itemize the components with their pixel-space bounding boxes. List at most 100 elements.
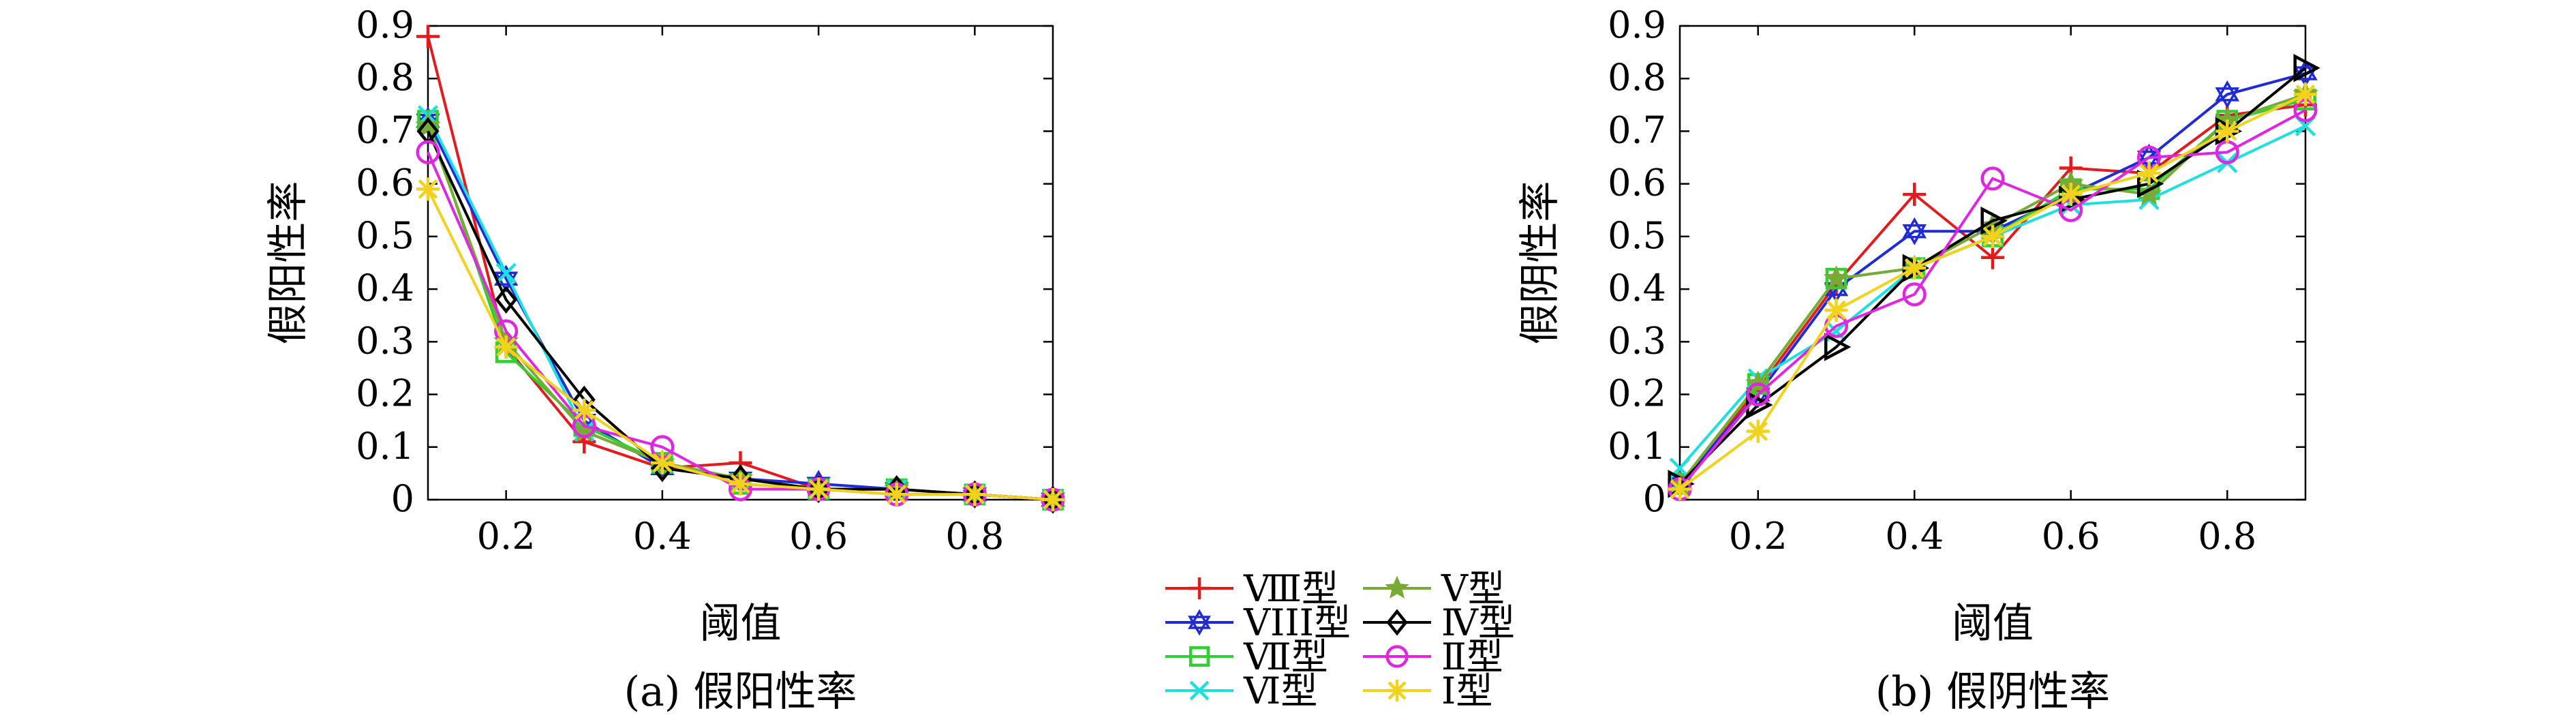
legend-label: Ⅷ型 [1243, 567, 1338, 610]
data-point [1041, 488, 1064, 511]
legend-marker [1386, 680, 1408, 701]
x-axis-label: 阈值 [1952, 600, 2034, 648]
series-line [427, 125, 1054, 501]
data-point [416, 25, 440, 48]
legend-marker [1189, 646, 1210, 667]
y-tick-label: 0.5 [1608, 214, 1666, 257]
legend-label: Ⅶ型 [1243, 635, 1328, 678]
data-point [1824, 299, 1848, 322]
legend-marker [1386, 609, 1408, 636]
y-tick-label: 0.2 [356, 372, 414, 415]
data-point [416, 177, 440, 201]
data-point [963, 483, 987, 506]
y-tick-label: 0.6 [1608, 162, 1666, 205]
x-tick-label: 0.6 [2042, 515, 2100, 558]
y-tick-label: 0.6 [356, 162, 414, 205]
y-tick-label: 0.1 [356, 425, 414, 468]
series-line [1678, 103, 2306, 485]
panel-caption: (b) 假阴性率 [1875, 668, 2110, 716]
data-point [885, 483, 908, 506]
x-tick-label: 0.6 [789, 515, 848, 558]
series-line [1678, 108, 2306, 490]
data-point [1824, 333, 1852, 361]
y-tick-label: 0.8 [1608, 56, 1666, 99]
data-point [2136, 181, 2162, 206]
series-line [1678, 98, 2306, 485]
data-point [1746, 419, 1770, 443]
y-tick-label: 0.3 [1608, 319, 1666, 362]
y-axis-label: 假阴性率 [1516, 181, 1564, 345]
x-axis-label: 阈值 [700, 600, 782, 648]
plot-frame [1678, 25, 2307, 501]
y-tick-label: 0.9 [356, 3, 414, 46]
x-tick-label: 0.4 [633, 515, 692, 558]
x-tick-label: 0.2 [477, 515, 536, 558]
legend-label: Ⅳ型 [1441, 601, 1515, 644]
panel-b-false-negative: 0 0.1 0.2 0.3 0.4 0.5 0.6 0.7 0.8 0.9 0.2 0.4 0.6 0.8… [1516, 3, 2320, 716]
data-point [2215, 80, 2240, 108]
data-point [807, 477, 831, 501]
y-tick-label: 0.5 [356, 214, 414, 257]
data-point [1902, 217, 1927, 245]
y-tick-label: 0 [391, 477, 414, 520]
series-line [427, 35, 1054, 501]
legend-label: Ⅴ型 [1441, 567, 1505, 610]
series-line [427, 120, 1054, 501]
data-point [650, 451, 674, 474]
y-tick-label: 0.4 [1608, 267, 1666, 309]
series-line [427, 115, 1054, 501]
data-point [1981, 245, 2004, 269]
x-tick-label: 0.4 [1885, 515, 1944, 558]
data-point [416, 140, 440, 164]
series-line [427, 120, 1054, 501]
legend-marker [1188, 609, 1211, 636]
legend-label: Ⅵ型 [1243, 669, 1317, 712]
legend-marker [1385, 645, 1409, 668]
data-point [495, 285, 518, 314]
y-axis-label: 假阳性率 [264, 181, 312, 345]
y-tick-label: 0.8 [356, 56, 414, 99]
y-tick-label: 0.1 [1608, 425, 1666, 468]
x-tick-label: 0.8 [945, 515, 1004, 558]
data-point [572, 398, 596, 422]
data-point [1823, 265, 1850, 290]
data-point [1746, 382, 1770, 407]
legend-label: Ⅱ型 [1441, 635, 1503, 678]
series-line [427, 130, 1054, 501]
y-tick-label: 0.7 [1608, 108, 1666, 151]
data-point [495, 262, 517, 284]
data-point [494, 335, 518, 359]
series-line [1678, 67, 2307, 485]
legend-marker [1189, 680, 1210, 701]
y-tick-label: 0 [1643, 477, 1666, 520]
data-point [1746, 391, 1773, 419]
y-tick-label: 0.9 [1608, 3, 1666, 46]
data-point [1903, 183, 1927, 207]
y-tick-label: 0.7 [356, 108, 414, 151]
legend-label: VIII型 [1243, 601, 1351, 644]
data-point [2294, 82, 2317, 106]
data-point [2059, 183, 2083, 207]
data-point [2293, 54, 2320, 82]
data-point [1668, 477, 1691, 501]
data-point [1902, 282, 1927, 307]
x-tick-label: 0.2 [1729, 515, 1788, 558]
y-tick-label: 0.3 [356, 319, 414, 362]
plot-frame [427, 25, 1054, 501]
y-tick-label: 0.2 [1608, 372, 1666, 415]
data-point [2137, 162, 2161, 185]
data-point [1903, 256, 1927, 280]
data-point [2215, 119, 2239, 143]
legend-marker [1189, 577, 1210, 599]
panel-a-false-positive: 0 0.1 0.2 0.3 0.4 0.5 0.6 0.7 0.8 0.9 0.2 0.4 0.6 0.8… [264, 3, 1066, 716]
panel-caption: (a) 假阳性率 [624, 668, 857, 716]
legend-label: Ⅰ型 [1441, 669, 1492, 712]
legend-marker [1385, 575, 1409, 599]
data-point [1980, 166, 2005, 191]
x-tick-label: 0.8 [2198, 515, 2256, 558]
y-tick-label: 0.4 [356, 267, 414, 309]
series-line [427, 151, 1054, 501]
data-point [729, 472, 752, 496]
